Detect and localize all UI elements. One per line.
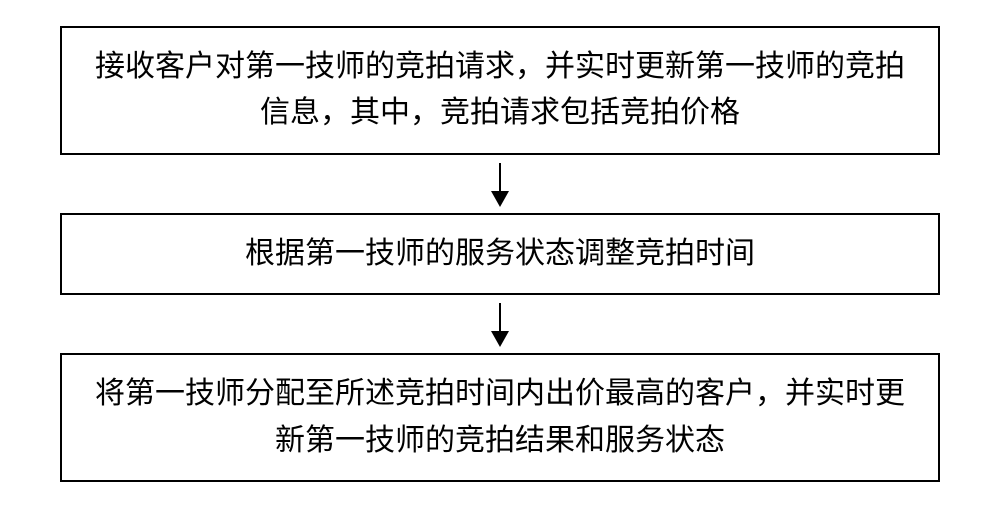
arrow-icon bbox=[499, 303, 501, 345]
arrow-1-2 bbox=[499, 155, 501, 213]
arrow-icon bbox=[499, 163, 501, 205]
flowchart-container: 接收客户对第一技师的竞拍请求，并实时更新第一技师的竞拍信息，其中，竞拍请求包括竞… bbox=[60, 26, 940, 483]
step-text: 根据第一技师的服务状态调整竞拍时间 bbox=[245, 237, 755, 270]
flowchart-step-3: 将第一技师分配至所述竞拍时间内出价最高的客户，并实时更新第一技师的竞拍结果和服务… bbox=[60, 353, 940, 482]
flowchart-step-1: 接收客户对第一技师的竞拍请求，并实时更新第一技师的竞拍信息，其中，竞拍请求包括竞… bbox=[60, 26, 940, 155]
step-text: 将第一技师分配至所述竞拍时间内出价最高的客户，并实时更新第一技师的竞拍结果和服务… bbox=[95, 377, 905, 457]
arrow-2-3 bbox=[499, 295, 501, 353]
step-text: 接收客户对第一技师的竞拍请求，并实时更新第一技师的竞拍信息，其中，竞拍请求包括竞… bbox=[95, 50, 905, 130]
flowchart-step-2: 根据第一技师的服务状态调整竞拍时间 bbox=[60, 213, 940, 296]
